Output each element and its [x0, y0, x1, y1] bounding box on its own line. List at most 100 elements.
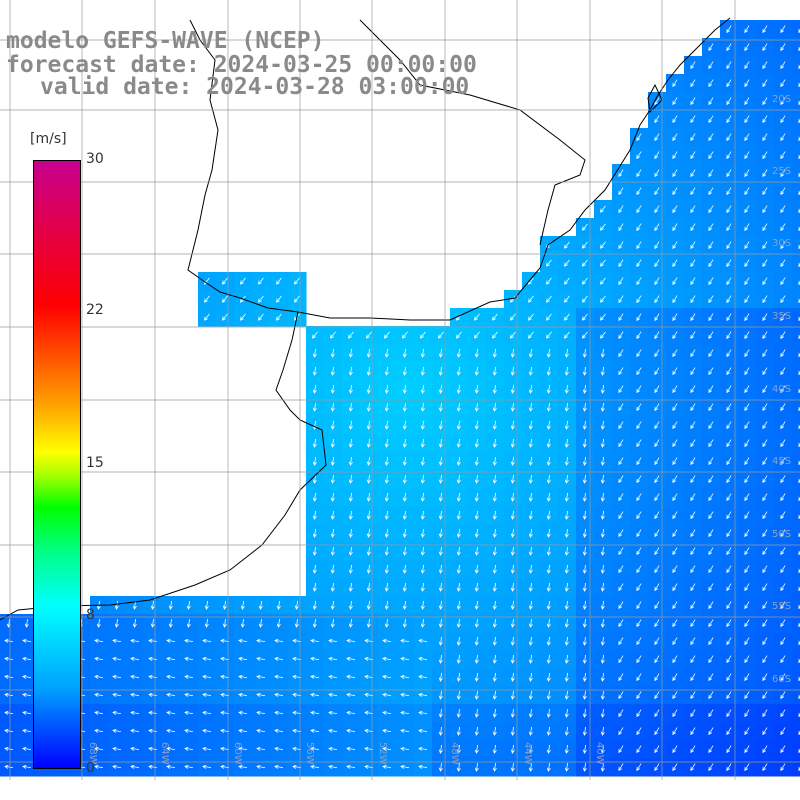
- wind-arrow: [564, 366, 569, 376]
- wind-arrow: [744, 421, 750, 430]
- wind-arrow: [545, 313, 552, 321]
- wind-arrow: [762, 421, 768, 430]
- wind-arrow: [780, 367, 786, 376]
- wind-arrow: [202, 746, 212, 751]
- wind-arrow: [328, 728, 338, 733]
- wind-arrow: [654, 511, 660, 520]
- wind-arrow: [510, 762, 515, 772]
- wind-arrow: [328, 746, 338, 751]
- wind-arrow: [762, 241, 768, 250]
- wind-arrow: [184, 728, 194, 733]
- wind-arrow: [726, 151, 732, 160]
- wind-arrow: [528, 762, 533, 772]
- wind-arrow: [780, 295, 786, 304]
- wind-arrow: [618, 529, 624, 538]
- wind-arrow: [222, 600, 227, 610]
- wind-arrow: [708, 151, 714, 160]
- wind-arrow: [528, 744, 533, 754]
- wind-speed-cell: [792, 632, 800, 651]
- wind-arrow: [654, 421, 660, 430]
- wind-arrow: [690, 79, 696, 88]
- wind-arrow: [456, 438, 461, 448]
- wind-arrow: [600, 474, 605, 484]
- wind-arrow: [582, 510, 587, 520]
- wind-arrow: [166, 692, 176, 697]
- wind-arrow: [690, 331, 696, 340]
- wind-arrow: [600, 438, 605, 448]
- wind-arrow: [456, 348, 461, 358]
- wind-arrow: [456, 708, 461, 718]
- wind-arrow: [762, 151, 768, 160]
- wind-speed-cell: [792, 704, 800, 723]
- wind-arrow: [726, 601, 732, 610]
- wind-arrow: [708, 691, 714, 700]
- wind-arrow: [726, 313, 732, 322]
- wind-speed-cell: [792, 488, 800, 507]
- colorbar-unit: [m/s]: [30, 131, 67, 147]
- wind-arrow: [168, 600, 173, 610]
- wind-arrow: [636, 205, 642, 214]
- wind-arrow: [328, 674, 338, 679]
- wind-arrow: [654, 493, 660, 502]
- wind-arrow: [708, 187, 714, 196]
- wind-arrow: [474, 546, 479, 556]
- wind-arrow: [330, 564, 335, 574]
- wind-speed-cell: [792, 326, 800, 345]
- wind-arrow: [366, 438, 371, 448]
- longitude-label: 60W: [232, 742, 243, 765]
- wind-arrow: [780, 349, 786, 358]
- wind-arrow: [762, 745, 768, 754]
- wind-arrow: [510, 582, 515, 592]
- wind-arrow: [654, 565, 660, 574]
- wind-arrow: [780, 619, 786, 628]
- wind-arrow: [114, 600, 119, 610]
- colorbar-tick-15: 15: [86, 455, 104, 471]
- wind-arrow: [456, 492, 461, 502]
- wind-arrow: [744, 385, 750, 394]
- wind-arrow: [780, 403, 786, 412]
- wind-arrow: [330, 546, 335, 556]
- wind-arrow: [456, 456, 461, 466]
- wind-arrow: [438, 564, 443, 574]
- wind-arrow: [347, 331, 354, 339]
- wind-arrow: [690, 475, 696, 484]
- wind-arrow: [438, 654, 443, 664]
- wind-speed-cell: [792, 254, 800, 273]
- wind-arrow: [582, 348, 587, 358]
- wind-arrow: [708, 97, 714, 106]
- wind-arrow: [310, 746, 320, 751]
- wind-speed-cell: [792, 542, 800, 561]
- wind-arrow: [528, 384, 533, 394]
- wind-arrow: [582, 564, 587, 574]
- wind-arrow: [148, 710, 158, 715]
- wind-arrow: [456, 510, 461, 520]
- wind-arrow: [312, 474, 317, 484]
- wind-arrow: [346, 764, 356, 769]
- wind-arrow: [384, 420, 389, 430]
- wind-arrow: [438, 438, 443, 448]
- wind-arrow: [600, 510, 605, 520]
- wind-arrow: [654, 223, 660, 232]
- wind-arrow: [402, 402, 407, 412]
- wind-arrow: [22, 764, 32, 769]
- wind-arrow: [581, 241, 588, 249]
- wind-arrow: [438, 744, 443, 754]
- wind-arrow: [492, 384, 497, 394]
- wind-arrow: [420, 492, 425, 502]
- wind-arrow: [672, 493, 678, 502]
- wind-arrow: [672, 205, 678, 214]
- wind-arrow: [654, 151, 660, 160]
- wind-speed-cell: [792, 686, 800, 705]
- wind-arrow: [744, 241, 750, 250]
- wind-arrow: [328, 692, 338, 697]
- wind-arrow: [402, 384, 407, 394]
- wind-arrow: [402, 474, 407, 484]
- wind-arrow: [636, 331, 642, 340]
- wind-arrow: [509, 331, 516, 339]
- wind-arrow: [276, 600, 281, 610]
- wind-arrow: [510, 726, 515, 736]
- wind-arrow: [564, 654, 569, 664]
- wind-arrow: [24, 618, 29, 628]
- wind-arrow: [672, 403, 678, 412]
- wind-arrow: [546, 618, 551, 628]
